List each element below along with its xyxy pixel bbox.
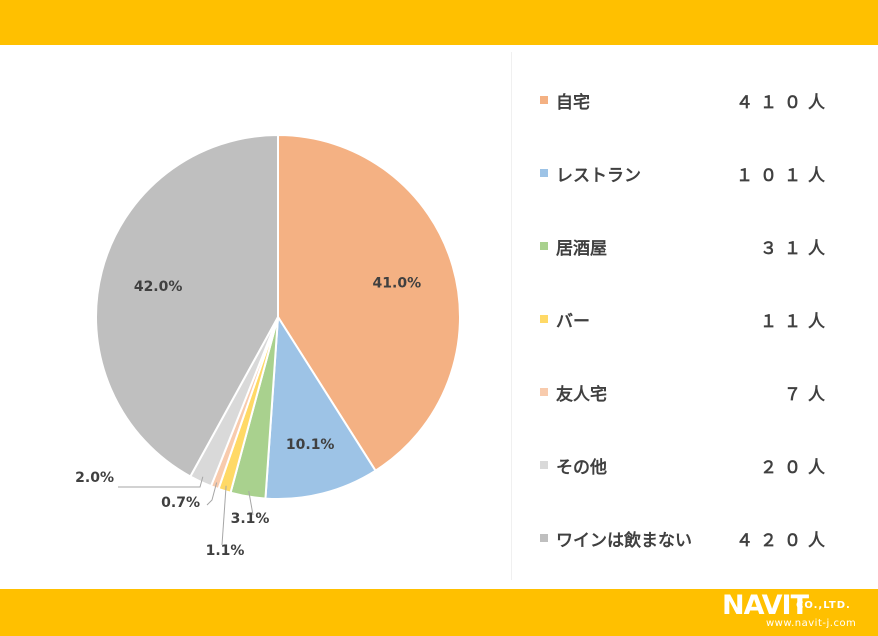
pie-data-label-2: 3.1% [231,511,270,527]
pie-data-label-1: 10.1% [286,437,335,453]
legend-count: ２０人 [760,457,832,478]
label-leader-lines [118,476,254,546]
legend-label: 自宅 [556,92,590,113]
legend-count: １１人 [760,311,832,332]
leader-line-3 [221,485,227,546]
logo-suffix: CO.,LTD. [796,600,851,611]
legend-label: バー [556,311,590,332]
pie-data-label-4: 0.7% [161,495,200,511]
legend-label: 居酒屋 [556,238,607,259]
pie-slice-0 [277,133,461,473]
legend-swatch [540,388,548,396]
top-banner [0,0,878,45]
pie-chart: 41.0% 10.1% 3.1% 1.1% 0.7% 2.0% 42.0% [75,133,461,559]
legend-item: 自宅 ４１０人 [540,85,840,115]
legend-item: ワインは飲まない ４２０人 [540,523,840,553]
legend-swatch [540,169,548,177]
legend-count: ３１人 [760,238,832,259]
pie-data-label-3: 1.1% [206,543,245,559]
panel-divider [511,52,512,580]
legend-count: ７人 [784,384,832,405]
legend-swatch [540,315,548,323]
logo-brand: NAVIT [722,590,809,621]
pie-data-label-0: 41.0% [373,275,422,291]
legend-label: レストラン [556,165,641,186]
pie-data-labels: 41.0% 10.1% 3.1% 1.1% 0.7% 2.0% 42.0% [75,275,421,559]
pie-data-label-5: 2.0% [75,470,114,486]
leader-line-5 [118,476,204,488]
legend-label: ワインは飲まない [556,530,692,551]
leader-line-4 [206,482,218,506]
company-logo: NAVIT CO.,LTD. www.navit-j.com [722,592,872,632]
legend-swatch [540,96,548,104]
pie-slice-1 [264,313,377,500]
legend-swatch [540,242,548,250]
pie-data-label-6: 42.0% [134,279,183,295]
legend-item: その他 ２０人 [540,450,840,480]
legend-item: バー １１人 [540,304,840,334]
legend-swatch [540,534,548,542]
logo-url: www.navit-j.com [766,618,857,629]
legend-item: 友人宅 ７人 [540,377,840,407]
legend-count: １０１人 [736,165,832,186]
leader-line-2 [248,491,254,516]
legend-count: ４２０人 [736,530,832,551]
legend-count: ４１０人 [736,92,832,113]
pie-slices [95,133,461,500]
legend-item: 居酒屋 ３１人 [540,231,840,261]
legend-item: レストラン １０１人 [540,158,840,188]
pie-slice-6 [95,133,279,478]
bottom-banner [0,589,878,636]
legend-label: その他 [556,457,607,478]
legend-swatch [540,461,548,469]
legend-label: 友人宅 [556,384,607,405]
